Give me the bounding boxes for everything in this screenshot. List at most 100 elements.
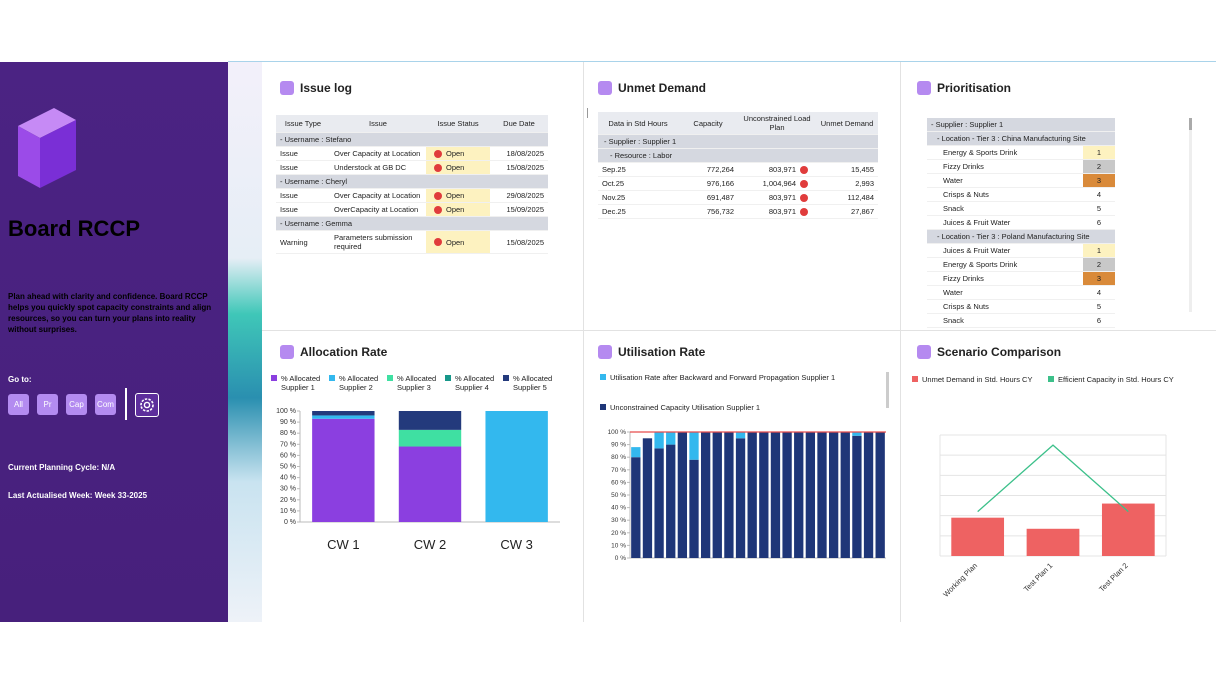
y-tick-label: 10 % <box>280 508 296 515</box>
legend-swatch <box>271 375 277 381</box>
table-cell: 15/08/2025 <box>490 161 548 175</box>
table-cell: 29/08/2025 <box>490 189 548 203</box>
panel-title: Scenario Comparison <box>937 345 1062 359</box>
cell-text: 2,993 <box>855 179 874 188</box>
bar <box>398 446 462 522</box>
table-cell: Over Capacity at Location <box>330 189 426 203</box>
legend-label: Utilisation Rate after Backward and Forw… <box>610 373 836 382</box>
y-tick-label: 100 % <box>276 408 296 415</box>
bar <box>951 517 1005 556</box>
bar <box>724 432 734 558</box>
bar <box>666 444 676 558</box>
bar <box>666 432 676 445</box>
bar <box>782 432 792 558</box>
settings-button[interactable] <box>135 393 159 417</box>
column-header: Issue Type <box>276 115 330 133</box>
item-label: Crisps & Nuts <box>927 300 1083 314</box>
item-label: Fizzy Drinks <box>927 160 1083 174</box>
status-text: Open <box>446 163 465 172</box>
rank-cell: 5 <box>1083 300 1115 314</box>
table-cell: Issue <box>276 161 330 175</box>
table-cell: 112,484 <box>816 191 878 205</box>
y-tick-label: 100 % <box>608 429 627 436</box>
scrollbar[interactable] <box>886 372 889 408</box>
item-label: Snack <box>927 314 1083 328</box>
panel-title: Utilisation Rate <box>618 345 706 359</box>
nav-button[interactable]: All <box>8 394 29 415</box>
status-text: Open <box>446 205 465 214</box>
y-tick-label: 80 % <box>280 430 296 437</box>
panel-icon <box>598 345 612 359</box>
rank-cell: 2 <box>1083 160 1115 174</box>
panel-icon <box>280 345 294 359</box>
item-label: Energy & Sports Drink <box>927 146 1083 160</box>
group-row: - Location - Tier 3 : China Manufacturin… <box>927 132 1115 146</box>
legend-item: Unconstrained Capacity Utilisation Suppl… <box>600 403 840 412</box>
bar <box>735 438 746 558</box>
cell-text: 1,004,964 <box>762 179 796 188</box>
table-cell: 15/09/2025 <box>490 203 548 217</box>
last-week: Last Actualised Week: Week 33-2025 <box>8 491 148 500</box>
legend-item: % Allocated Supplier 4 <box>445 374 501 392</box>
cell-text: 772,264 <box>706 165 734 174</box>
legend-item: % Allocated Supplier 2 <box>329 374 385 392</box>
y-tick-label: 20 % <box>611 530 626 537</box>
bar <box>840 432 850 558</box>
rank-cell: 1 <box>1083 146 1115 160</box>
legend-item: Utilisation Rate after Backward and Forw… <box>600 373 840 382</box>
app-title: Board RCCP <box>8 216 141 241</box>
table-cell: 772,264 <box>678 163 738 177</box>
legend-item: % Allocated Supplier 5 <box>503 374 559 392</box>
table-cell: 1,004,964 <box>738 177 816 191</box>
nav-button[interactable]: Cap <box>66 394 87 415</box>
bar <box>805 432 816 558</box>
panel-icon <box>280 81 294 95</box>
y-tick-label: 50 % <box>280 464 296 471</box>
legend-label: % Allocated Supplier 3 <box>397 374 437 392</box>
bar <box>735 432 746 439</box>
alert-dot <box>800 165 808 174</box>
bar <box>689 432 699 460</box>
table-cell: Parameters submission required <box>330 231 426 254</box>
alert-dot <box>800 179 808 188</box>
table-cell: 15,455 <box>816 163 878 177</box>
rank-cell: 3 <box>1083 272 1115 286</box>
cell-text: Oct.25 <box>602 179 625 188</box>
scrollbar[interactable] <box>1189 118 1192 312</box>
table-cell: Sep.25 <box>598 163 678 177</box>
top-border <box>228 61 1216 62</box>
table-cell: Over Capacity at Location <box>330 147 426 161</box>
legend-label: % Allocated Supplier 4 <box>455 374 495 392</box>
y-tick-label: 90 % <box>611 442 626 449</box>
decorative-strip <box>228 62 262 622</box>
y-tick-label: 40 % <box>611 505 626 512</box>
nav-button[interactable]: Pr <box>37 394 58 415</box>
table-cell: Oct.25 <box>598 177 678 191</box>
bar <box>863 432 874 558</box>
cell-text: 803,971 <box>768 165 796 174</box>
line-series <box>977 444 1129 513</box>
panel-title: Allocation Rate <box>300 345 388 359</box>
group-row: - Username : Cheryl <box>276 175 548 189</box>
bar <box>398 411 462 430</box>
table-cell: Issue <box>276 203 330 217</box>
gear-icon <box>140 398 154 412</box>
legend-swatch <box>387 375 393 381</box>
table-cell: Issue <box>276 147 330 161</box>
nav-button[interactable]: Com <box>95 394 116 415</box>
bar <box>642 438 653 558</box>
alert-dot <box>800 193 808 202</box>
table-cell: OverCapacity at Location <box>330 203 426 217</box>
table-cell: 15/08/2025 <box>490 231 548 254</box>
panel-title: Issue log <box>300 81 353 95</box>
bar <box>631 457 641 558</box>
y-tick-label: 10 % <box>611 542 626 549</box>
cell-text: 27,867 <box>851 207 874 216</box>
rank-cell: 1 <box>1083 244 1115 258</box>
bar <box>770 432 781 558</box>
table-cell: 803,971 <box>738 205 816 219</box>
bar <box>875 432 885 558</box>
item-label: Water <box>927 286 1083 300</box>
cell-text: Sep.25 <box>602 165 626 174</box>
